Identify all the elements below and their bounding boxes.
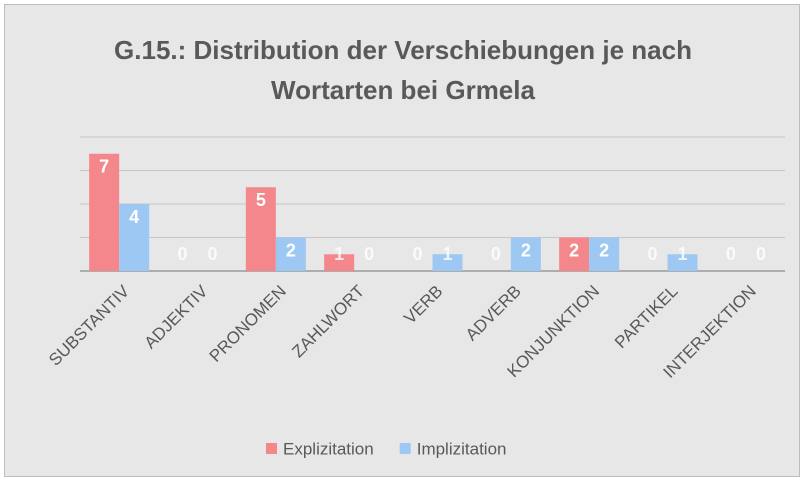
value-label: 0 <box>756 244 766 264</box>
value-label: 1 <box>442 244 452 264</box>
bar <box>432 254 463 271</box>
value-label: 7 <box>99 157 109 177</box>
value-label: 2 <box>599 240 609 260</box>
bar <box>510 237 541 271</box>
legend-swatch <box>266 443 277 454</box>
value-label: 2 <box>521 240 531 260</box>
x-tick-label: ADJEKTIV <box>141 281 212 352</box>
value-label: 2 <box>286 240 296 260</box>
x-tick-label: SUBSTANTIV <box>45 281 133 369</box>
value-label: 2 <box>569 240 579 260</box>
x-tick-label: PRONOMEN <box>206 282 290 366</box>
value-label: 0 <box>412 244 422 264</box>
x-tick-label: ZAHLWORT <box>288 282 368 362</box>
value-label: 0 <box>726 244 736 264</box>
value-label: 0 <box>364 244 374 264</box>
legend-swatch <box>399 443 411 454</box>
bar <box>275 237 306 271</box>
x-tick-label: PARTIKEL <box>611 282 681 352</box>
value-label: 1 <box>334 244 344 264</box>
value-label: 4 <box>129 207 139 227</box>
legend-label: Implizitation <box>417 439 507 458</box>
bar <box>667 254 698 271</box>
x-tick-label: VERB <box>400 282 446 328</box>
value-label: 0 <box>491 244 501 264</box>
value-label: 1 <box>677 244 687 264</box>
bar <box>245 187 276 271</box>
bar <box>589 237 620 271</box>
legend-label: Explizitation <box>283 439 374 458</box>
bar <box>559 237 590 271</box>
value-label: 0 <box>207 244 217 264</box>
chart-title: G.15.: Distribution der Verschiebungen j… <box>114 35 692 105</box>
bar <box>119 204 150 271</box>
value-label: 0 <box>647 244 657 264</box>
bar <box>324 254 355 271</box>
value-label: 0 <box>177 244 187 264</box>
bar <box>89 153 120 271</box>
x-tick-label: ADVERB <box>462 282 525 345</box>
value-label: 5 <box>256 190 266 210</box>
